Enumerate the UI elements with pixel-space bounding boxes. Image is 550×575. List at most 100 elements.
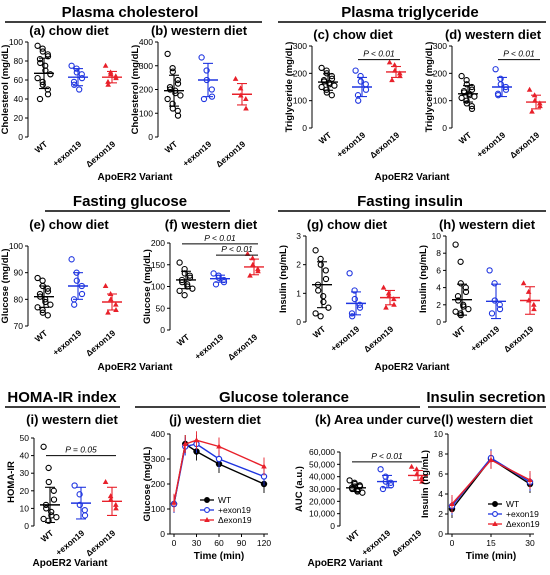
data-point xyxy=(537,100,543,106)
data-point xyxy=(379,485,387,493)
x-tick-label: Δexon19 xyxy=(390,528,424,559)
data-point xyxy=(39,78,46,86)
x-tick-label: WT xyxy=(317,129,334,146)
x-tick-label: Δexon19 xyxy=(362,324,396,355)
legend-label: WT xyxy=(506,499,519,509)
y-tick-label: 100 xyxy=(151,282,165,292)
data-point xyxy=(323,67,330,74)
p-value-label: P < 0.01 xyxy=(221,244,253,254)
data-point xyxy=(164,50,171,58)
data-point xyxy=(169,68,176,75)
data-point xyxy=(71,81,78,88)
data-point xyxy=(471,93,478,100)
data-point xyxy=(78,290,86,298)
data-point xyxy=(389,77,395,83)
data-point xyxy=(193,437,200,443)
data-point xyxy=(76,491,83,498)
data-point xyxy=(237,85,244,91)
y-tick-label: 0 xyxy=(18,132,23,142)
x-tick-label: WT xyxy=(33,138,50,155)
y-tick-label: 3 xyxy=(296,231,301,241)
data-point xyxy=(359,489,366,496)
y-tick-label: 40,000 xyxy=(309,472,335,482)
data-point xyxy=(317,313,324,320)
data-point xyxy=(44,312,51,319)
data-point xyxy=(113,301,119,307)
legend-label: +exon19 xyxy=(506,509,539,519)
data-point xyxy=(43,505,50,512)
data-point xyxy=(164,95,171,103)
x-tick-label: +exon19 xyxy=(181,139,214,169)
panel-title: (k) Area under curve xyxy=(315,412,441,427)
data-point xyxy=(250,261,256,267)
data-point xyxy=(349,313,356,320)
y-tick-label: 100 xyxy=(9,37,23,47)
p-value-label: P < 0.01 xyxy=(503,49,535,59)
y-tick-label: 4 xyxy=(436,283,441,293)
data-point xyxy=(449,501,455,506)
panel-title: (g) chow diet xyxy=(307,217,388,232)
y-tick-label: 20 xyxy=(20,486,30,496)
data-point xyxy=(318,64,325,72)
x-tick-label: WT xyxy=(33,327,50,344)
y-tick-label: 8 xyxy=(438,449,443,459)
data-point xyxy=(105,81,111,87)
x-tick-label: Δexon19 xyxy=(84,139,118,170)
data-point xyxy=(315,287,322,294)
x-tick-label: +exon19 xyxy=(193,332,226,362)
data-point xyxy=(44,288,52,295)
data-point xyxy=(362,81,369,88)
section-title-insulin-secretion: Insulin secretion xyxy=(426,389,545,406)
y-tick-label: 400 xyxy=(151,429,165,439)
data-point xyxy=(39,277,46,284)
data-point xyxy=(113,505,119,511)
panel-title: (h) western diet xyxy=(439,217,536,232)
x-axis-label: Time (min) xyxy=(194,551,244,562)
data-point xyxy=(317,261,324,268)
panel-title: (a) chow diet xyxy=(29,23,109,38)
x-tick-label: 30 xyxy=(192,538,202,548)
y-tick-label: 40 xyxy=(20,451,30,461)
y-tick-label: 2 xyxy=(438,509,443,519)
data-point xyxy=(391,62,398,68)
data-point xyxy=(71,301,78,308)
panel-title: (c) chow diet xyxy=(313,27,393,42)
data-point xyxy=(497,81,504,88)
legend-label: Δexon19 xyxy=(506,519,540,529)
y-tick-label: 80 xyxy=(14,56,24,66)
y-tick-label: 200 xyxy=(139,85,153,95)
panel-title: (l) western diet xyxy=(441,412,533,427)
data-point xyxy=(182,441,189,446)
panel-title: (e) chow diet xyxy=(29,217,109,232)
y-tick-label: 50 xyxy=(156,303,166,313)
data-point xyxy=(496,305,504,313)
data-point xyxy=(397,70,403,76)
legend-marker xyxy=(492,511,498,517)
y-tick-label: 100 xyxy=(9,241,23,251)
data-point xyxy=(102,283,109,288)
y-tick-label: 200 xyxy=(151,238,165,248)
x-tick-label: 120 xyxy=(257,538,271,548)
data-point xyxy=(383,304,389,310)
legend-label: +exon19 xyxy=(218,505,251,515)
data-point xyxy=(468,102,475,110)
data-point xyxy=(455,297,462,304)
data-point xyxy=(243,105,249,111)
data-point xyxy=(457,280,464,287)
x-tick-label: Δexon19 xyxy=(502,324,536,355)
x-tick-label: 15 xyxy=(486,538,496,548)
y-tick-label: 40 xyxy=(14,94,24,104)
data-point xyxy=(526,86,533,92)
data-point xyxy=(362,86,370,93)
x-tick-label: +exon19 xyxy=(475,130,508,160)
x-tick-label: +exon19 xyxy=(360,528,393,558)
data-point xyxy=(216,443,222,449)
data-point xyxy=(328,92,335,99)
data-point xyxy=(78,74,86,82)
x-tick-label: Δexon19 xyxy=(84,528,118,559)
data-point xyxy=(215,455,223,463)
y-tick-label: 20,000 xyxy=(309,496,335,506)
data-point xyxy=(520,280,527,286)
